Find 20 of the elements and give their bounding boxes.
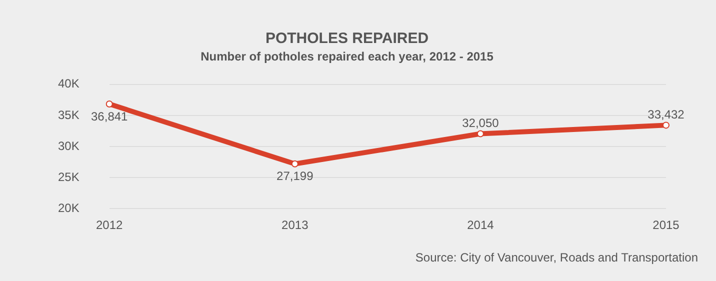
point — [106, 100, 113, 108]
x-tick-label: 2014 — [467, 218, 494, 232]
source-note: Source: City of Vancouver, Roads and Transportation — [415, 250, 698, 264]
x-tick-label: 2015 — [652, 218, 680, 232]
data-label: 36,841 — [91, 109, 128, 124]
x-tick-label: 2013 — [282, 218, 309, 232]
chart-subtitle: Number of potholes repaired each year, 2012 - 2015 — [200, 50, 494, 64]
point — [476, 130, 484, 138]
point — [662, 122, 670, 129]
data-label: 27,199 — [276, 169, 314, 184]
y-tick-label: 30K — [58, 138, 80, 153]
data-label: 33,432 — [648, 108, 685, 122]
y-tick-label: 35K — [58, 108, 80, 122]
x-tick-label: 2012 — [96, 218, 124, 232]
data-label: 32,050 — [462, 116, 500, 130]
chart-title: POTHOLES REPAIRED — [265, 30, 429, 48]
point — [291, 160, 298, 168]
y-tick-label: 20K — [58, 200, 80, 215]
y-tick-label: 40K — [58, 76, 80, 91]
y-tick-label: 25K — [58, 170, 80, 184]
